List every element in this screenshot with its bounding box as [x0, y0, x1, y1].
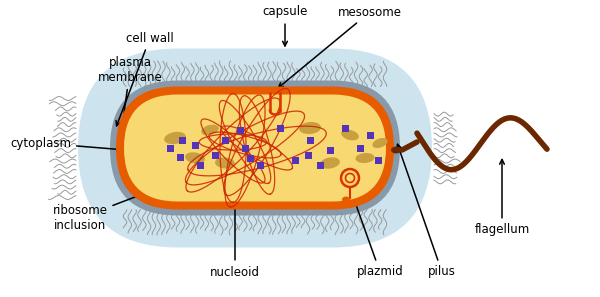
Ellipse shape	[185, 152, 205, 164]
Text: plasma
membrane: plasma membrane	[98, 56, 163, 151]
Polygon shape	[277, 124, 284, 132]
Polygon shape	[176, 154, 184, 160]
Text: cell wall: cell wall	[116, 31, 174, 126]
Text: pilus: pilus	[397, 144, 456, 279]
Text: ribosome
inclusion: ribosome inclusion	[53, 177, 186, 232]
Polygon shape	[341, 124, 349, 132]
Ellipse shape	[164, 132, 186, 144]
FancyBboxPatch shape	[124, 94, 386, 201]
Text: flagellum: flagellum	[475, 159, 530, 236]
Ellipse shape	[373, 138, 388, 148]
FancyBboxPatch shape	[116, 86, 394, 209]
Ellipse shape	[215, 157, 235, 169]
Polygon shape	[221, 137, 229, 143]
Ellipse shape	[299, 122, 321, 134]
FancyBboxPatch shape	[110, 80, 400, 216]
Ellipse shape	[356, 153, 374, 163]
Polygon shape	[307, 137, 314, 143]
Polygon shape	[179, 137, 185, 143]
Polygon shape	[356, 145, 364, 151]
Ellipse shape	[320, 157, 340, 169]
Polygon shape	[212, 151, 218, 159]
Ellipse shape	[391, 146, 401, 154]
Ellipse shape	[341, 129, 359, 140]
Polygon shape	[236, 127, 244, 133]
Ellipse shape	[201, 125, 219, 135]
Text: cytoplasm: cytoplasm	[10, 137, 122, 151]
Text: capsule: capsule	[262, 6, 308, 46]
FancyBboxPatch shape	[78, 48, 432, 247]
Text: plazmid: plazmid	[351, 192, 403, 279]
Ellipse shape	[342, 197, 350, 203]
Polygon shape	[317, 162, 323, 168]
Text: nucleoid: nucleoid	[210, 160, 260, 279]
Polygon shape	[257, 162, 263, 168]
Polygon shape	[374, 157, 382, 164]
Text: mesosome: mesosome	[278, 6, 402, 88]
Polygon shape	[326, 146, 334, 154]
Polygon shape	[197, 162, 203, 168]
Polygon shape	[247, 154, 254, 162]
Polygon shape	[167, 145, 173, 151]
Polygon shape	[292, 157, 299, 164]
Polygon shape	[191, 141, 199, 148]
Polygon shape	[367, 132, 373, 138]
Polygon shape	[241, 145, 248, 151]
Polygon shape	[305, 151, 311, 159]
